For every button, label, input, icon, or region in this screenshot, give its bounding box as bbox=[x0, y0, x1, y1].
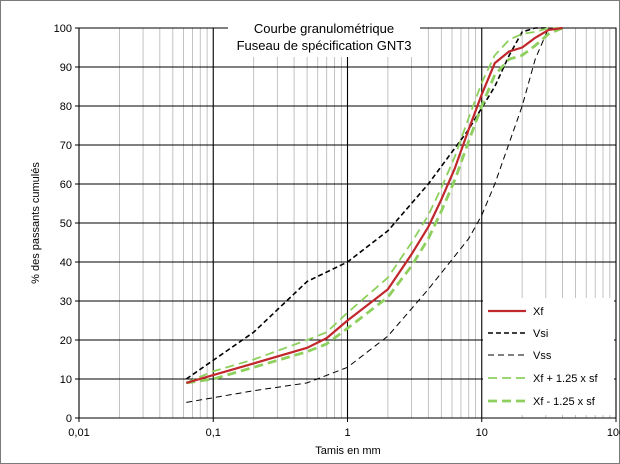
series-line-2 bbox=[186, 27, 550, 403]
legend-box bbox=[483, 298, 614, 415]
y-axis-label: % des passants cumulés bbox=[30, 162, 42, 284]
legend: Xf Vsi Vss Xf + 1.25 x sf Xf - 1.25 x sf bbox=[488, 306, 598, 408]
x-tick-label: 0,1 bbox=[206, 427, 221, 439]
y-tick-label: 40 bbox=[60, 257, 72, 269]
x-tick-label: 100 bbox=[607, 427, 620, 439]
y-tick-label: 90 bbox=[60, 62, 72, 74]
y-tick-label: 60 bbox=[60, 179, 72, 191]
series-line-0 bbox=[185, 26, 563, 384]
legend-label-xf-minus: Xf - 1.25 x sf bbox=[533, 396, 596, 408]
legend-label-vsi: Vsi bbox=[533, 328, 548, 340]
legend-label-vss: Vss bbox=[533, 350, 552, 362]
series-line-1 bbox=[185, 27, 549, 380]
x-axis-label: Tamis en mm bbox=[315, 445, 380, 457]
y-tick-label: 30 bbox=[60, 296, 72, 308]
series-line-3 bbox=[185, 27, 563, 384]
chart-subtitle: Fuseau de spécification GNT3 bbox=[237, 38, 412, 53]
y-tick-label: 0 bbox=[66, 413, 72, 425]
x-tick-label: 0,01 bbox=[68, 427, 89, 439]
title-box bbox=[228, 19, 420, 57]
x-tick-label: 1 bbox=[344, 427, 350, 439]
x-tick-label: 10 bbox=[476, 427, 488, 439]
tick-labels: 0 10 20 30 40 50 60 70 80 90 100 0,01 0,1 1 10 100 bbox=[54, 23, 620, 439]
legend-label-xf: Xf bbox=[533, 306, 544, 318]
chart-title: Courbe granulométrique bbox=[254, 21, 394, 36]
y-tick-label: 100 bbox=[54, 23, 72, 35]
y-tick-label: 70 bbox=[60, 140, 72, 152]
series-layer bbox=[185, 26, 564, 403]
legend-label-xf-plus: Xf + 1.25 x sf bbox=[533, 373, 598, 385]
y-tick-label: 80 bbox=[60, 101, 72, 113]
series-line-4 bbox=[186, 26, 564, 385]
y-tick-label: 10 bbox=[60, 374, 72, 386]
y-tick-label: 20 bbox=[60, 335, 72, 347]
y-tick-label: 50 bbox=[60, 218, 72, 230]
